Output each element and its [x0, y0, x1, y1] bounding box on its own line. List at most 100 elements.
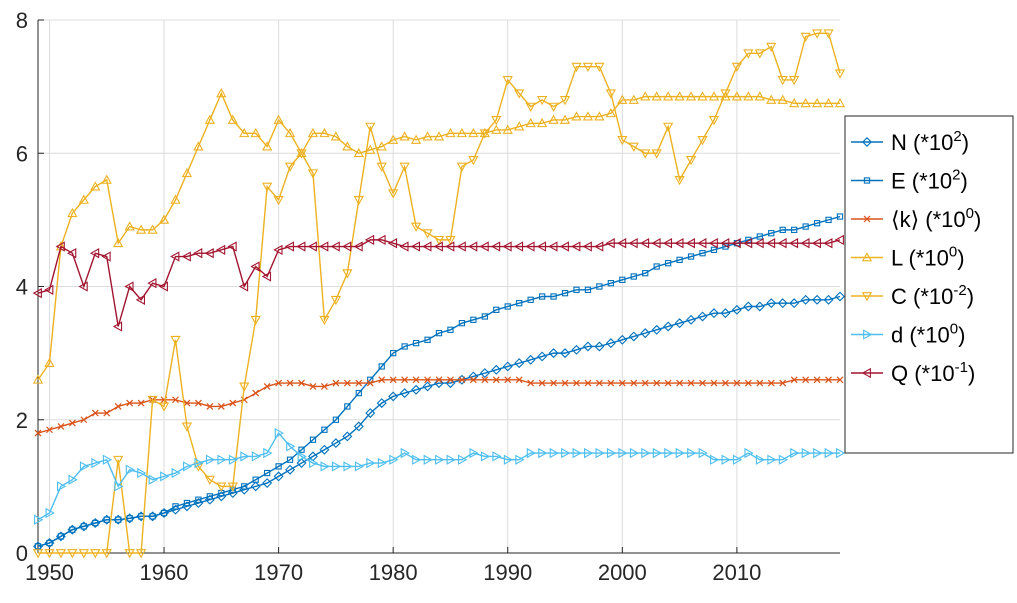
legend: N (*102) E (*102) ⟨k⟩ (*100) L (*100) C (*10… [844, 115, 1014, 454]
data-point [720, 89, 731, 99]
data-point [410, 134, 422, 144]
data-point [124, 549, 135, 559]
data-point [195, 496, 202, 503]
data-point [708, 308, 719, 319]
legend-item: ⟨k⟩ (*100) [851, 205, 981, 232]
data-point [273, 195, 284, 206]
data-point [765, 238, 776, 249]
data-point [561, 379, 569, 387]
data-point [240, 451, 250, 462]
data-point [468, 241, 478, 252]
data-point [319, 315, 330, 326]
data-point [228, 454, 239, 465]
data-point [353, 147, 364, 158]
data-point [147, 395, 158, 406]
data-point [479, 368, 490, 379]
data-point [481, 313, 488, 320]
data-point [630, 273, 637, 280]
data-point [92, 519, 99, 527]
data-point [777, 298, 788, 309]
data-point [296, 241, 306, 252]
data-point [388, 134, 399, 144]
data-point [424, 376, 431, 384]
data-point [456, 241, 466, 252]
data-point [754, 91, 765, 101]
data-point [355, 379, 363, 387]
data-point [273, 114, 284, 124]
data-point [777, 76, 788, 86]
data-point [825, 376, 832, 384]
legend-label: Q (*10-1) [891, 359, 975, 386]
data-point [216, 87, 227, 98]
data-point [800, 294, 811, 305]
legend-label: N (*102) [891, 128, 969, 155]
data-point [307, 127, 319, 138]
data-point [571, 62, 582, 72]
data-point [124, 221, 135, 231]
data-point [389, 376, 397, 384]
data-point [834, 69, 846, 79]
data-point [376, 398, 387, 409]
series-line [37, 215, 841, 548]
data-point [321, 426, 328, 433]
data-point [651, 149, 662, 159]
data-point [90, 549, 101, 559]
data-point [80, 523, 87, 530]
legend-swatch-marker [863, 329, 873, 340]
data-point [137, 467, 147, 479]
data-point [366, 379, 374, 387]
data-point [766, 42, 777, 52]
data-point [800, 97, 811, 108]
data-point [791, 226, 798, 234]
data-point [480, 451, 491, 462]
data-point [57, 533, 65, 540]
x-tick-label: 1980 [369, 560, 418, 585]
data-point [401, 376, 409, 384]
data-point [836, 213, 844, 220]
data-point [790, 447, 800, 459]
data-point [824, 447, 834, 459]
data-point [662, 238, 673, 249]
data-point [811, 238, 821, 249]
data-point [34, 543, 42, 550]
data-point [67, 248, 77, 259]
data-point [44, 549, 55, 559]
data-point [685, 238, 695, 249]
data-point [298, 379, 305, 387]
data-point [114, 481, 124, 492]
data-point [399, 131, 410, 141]
data-point [435, 329, 443, 337]
data-point [823, 97, 834, 108]
data-point [628, 94, 639, 104]
data-point [401, 343, 408, 350]
data-point [548, 348, 559, 359]
data-point [504, 376, 512, 384]
data-point [582, 341, 593, 352]
data-point [640, 149, 651, 159]
data-point [731, 91, 743, 101]
data-point [619, 276, 626, 283]
data-point [549, 447, 559, 459]
data-point [811, 29, 823, 39]
data-point [766, 298, 777, 309]
data-point [113, 455, 124, 466]
series-line [38, 32, 841, 554]
data-point [538, 293, 546, 300]
data-point [332, 416, 340, 423]
data-point [149, 513, 156, 520]
data-point [135, 224, 147, 234]
data-point [697, 136, 708, 146]
data-point [492, 376, 500, 384]
data-point [433, 131, 445, 141]
data-point [811, 97, 823, 108]
data-point [710, 454, 720, 465]
series-5 [34, 427, 846, 525]
data-point [250, 481, 261, 492]
data-point [378, 376, 386, 384]
data-point [307, 169, 319, 179]
data-point [732, 454, 743, 465]
data-point [582, 241, 592, 252]
data-point [275, 463, 282, 470]
data-point [286, 441, 296, 452]
legend-item: N (*102) [851, 128, 969, 155]
